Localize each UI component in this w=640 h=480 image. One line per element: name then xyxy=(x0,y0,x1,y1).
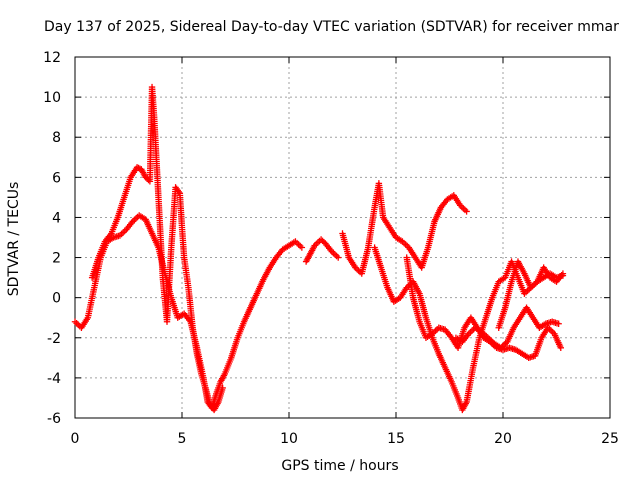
x-tick-label: 5 xyxy=(178,431,187,447)
x-tick-label: 20 xyxy=(494,431,512,447)
y-tick-label: -4 xyxy=(47,371,61,387)
chart-title: Day 137 of 2025, Sidereal Day-to-day VTE… xyxy=(44,19,619,35)
data-point xyxy=(133,164,141,171)
data-point xyxy=(219,384,226,392)
data-point xyxy=(559,270,567,277)
data-point xyxy=(298,244,306,251)
series-track-f xyxy=(452,304,562,352)
axis-ticks xyxy=(74,56,611,419)
series-track-g xyxy=(302,236,342,265)
series-track-c xyxy=(339,180,470,277)
plot-frame xyxy=(74,56,611,419)
y-tick-label: -2 xyxy=(47,331,61,347)
series-track-h xyxy=(495,258,567,331)
y-tick-label: 8 xyxy=(52,130,61,146)
series-track-d xyxy=(371,244,567,414)
data-point xyxy=(135,164,142,172)
x-tick-label: 10 xyxy=(280,431,298,447)
y-tick-label: 2 xyxy=(52,251,61,267)
y-tick-label: 4 xyxy=(52,210,61,226)
data-point xyxy=(335,254,342,261)
series-track-e xyxy=(403,254,564,362)
y-tick-label: 10 xyxy=(43,90,61,106)
y-tick-label: -6 xyxy=(47,411,61,427)
x-tick-label: 25 xyxy=(601,431,619,447)
data-point xyxy=(463,208,470,215)
y-tick-label: 6 xyxy=(52,170,61,186)
x-tick-label: 15 xyxy=(387,431,405,447)
data-points xyxy=(71,83,567,414)
y-axis-label: SDTVAR / TECUs xyxy=(6,182,22,297)
data-point xyxy=(557,344,564,352)
data-point xyxy=(555,320,562,327)
x-axis-label: GPS time / hours xyxy=(281,458,398,474)
grid-lines xyxy=(75,57,610,418)
series-track-b xyxy=(88,83,226,414)
y-tick-label: 0 xyxy=(52,291,61,307)
y-tick-label: 12 xyxy=(43,50,61,66)
x-tick-label: 0 xyxy=(71,431,80,447)
